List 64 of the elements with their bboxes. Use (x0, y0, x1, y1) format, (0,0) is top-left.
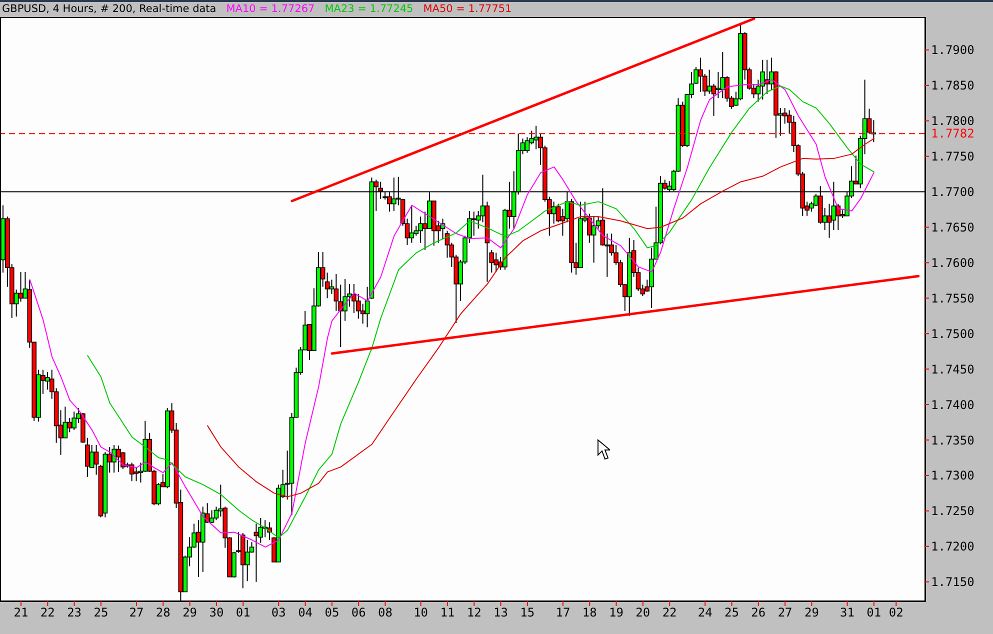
x-tick-label: 23 (67, 606, 82, 620)
x-tick-label: 03 (271, 606, 286, 620)
x-tick-label: 20 (636, 606, 650, 620)
x-tick-label: 02 (888, 606, 904, 620)
y-tick-label: 1.7600 (931, 256, 974, 270)
x-tick-label: 22 (662, 606, 677, 620)
x-tick-label: 10 (414, 606, 428, 620)
x-tick-label: 01 (866, 606, 882, 620)
line-series (207, 138, 874, 498)
x-tick-label: 06 (351, 606, 366, 620)
ref-line-label: 1.7782 (931, 126, 974, 141)
text: MA50 = 1.77751 (423, 3, 512, 15)
candlestick (209, 510, 214, 524)
candlestick (494, 252, 498, 272)
y-tick-label: 1.7650 (931, 220, 974, 234)
text: MA23 = 1.77245 (324, 3, 414, 15)
y-tick-label: 1.7350 (931, 433, 974, 448)
y-tick-label: 1.7900 (931, 43, 974, 58)
y-tick-label: 1.7200 (931, 540, 974, 554)
x-tick-label: 08 (378, 606, 392, 620)
x-tick-label: 04 (298, 606, 313, 620)
candlestick (716, 71, 721, 99)
x-tick-label: 15 (520, 606, 535, 620)
candlestick (706, 69, 712, 94)
y-tick-label: 1.7550 (931, 291, 974, 306)
y-tick-label: 1.7400 (931, 398, 974, 412)
chart-title: GBPUSD, 4 Hours, # 200, Real-time data (2, 3, 216, 15)
x-tick-label: 19 (609, 606, 624, 620)
x-tick-label: 05 (324, 606, 340, 620)
candlestick (409, 204, 414, 244)
candlestick (258, 518, 264, 544)
x-tick-label: 26 (751, 606, 766, 620)
x-tick-label: 01 (236, 606, 250, 620)
x-tick-label: 24 (698, 606, 712, 620)
x-tick-label: 12 (466, 606, 482, 620)
y-tick-label: 1.7800 (931, 114, 974, 128)
x-tick-label: 21 (14, 606, 28, 620)
x-tick-label: 13 (494, 606, 508, 620)
x-tick-label: 29 (804, 606, 819, 620)
x-tick-label: 22 (40, 606, 55, 620)
y-tick-label: 1.7150 (931, 575, 974, 590)
y-tick-label: 1.7250 (931, 504, 974, 518)
x-tick-label: 11 (440, 606, 455, 620)
candlestick (489, 249, 494, 274)
x-tick-label: 30 (209, 606, 224, 620)
candlestick (760, 59, 766, 100)
y-tick-label: 1.7750 (931, 150, 974, 164)
y-tick-label: 1.7500 (931, 326, 974, 341)
x-tick-label: 28 (156, 606, 170, 620)
y-tick-label: 1.7300 (931, 468, 974, 483)
ref-line-label: 1.7700 (931, 184, 974, 199)
x-tick-label: 29 (182, 606, 198, 620)
x-tick-label: 17 (556, 606, 570, 620)
x-tick-label: 18 (582, 606, 597, 620)
text: MA10 = 1.77267 (226, 3, 315, 15)
y-tick-label: 1.7450 (931, 362, 974, 376)
y-tick-label: 1.7850 (931, 78, 974, 93)
candlestick (591, 215, 596, 264)
candlestick (18, 271, 24, 302)
x-tick-label: 25 (724, 606, 739, 620)
x-tick-label: 27 (778, 606, 792, 620)
x-tick-label: 27 (129, 606, 144, 620)
x-tick-label: 31 (840, 606, 854, 620)
x-tick-label: 25 (94, 606, 108, 620)
